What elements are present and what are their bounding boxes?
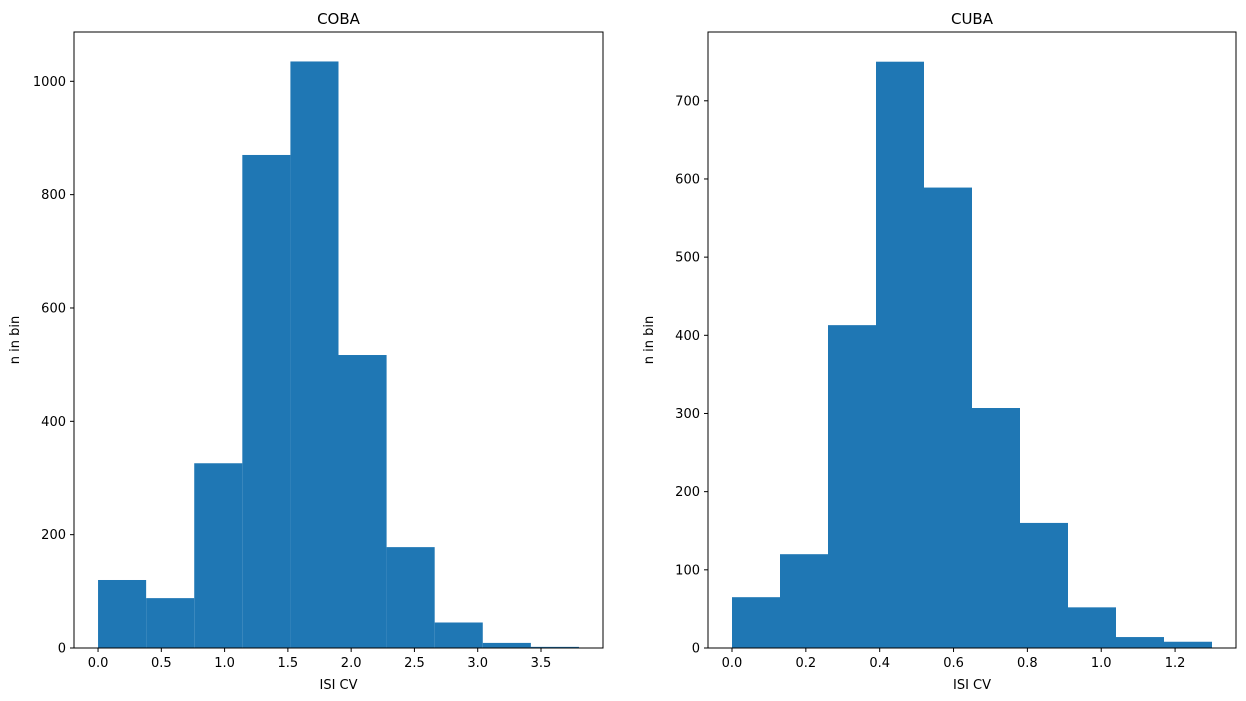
coba-x-axis-label: ISI CV [319, 678, 357, 693]
coba-y-tick-label: 400 [41, 415, 66, 430]
cuba-y-tick-label: 600 [675, 172, 700, 187]
cuba-bar [780, 554, 828, 648]
coba-bar [338, 355, 387, 648]
coba-bar [434, 622, 483, 648]
cuba-x-axis-label: ISI CV [953, 678, 991, 693]
cuba-x-ticks: 0.0 0.2 0.4 0.6 0.8 1.0 1.2 [722, 648, 1186, 671]
cuba-y-tick-label: 200 [675, 485, 700, 500]
coba-title: COBA [317, 10, 361, 28]
coba-y-ticks: 0 200 400 600 800 1000 [33, 75, 74, 657]
coba-bar [290, 61, 339, 648]
cuba-y-tick-label: 100 [675, 563, 700, 578]
coba-x-tick-label: 0.5 [151, 656, 172, 671]
cuba-bar [1020, 522, 1068, 648]
cuba-y-tick-label: 300 [675, 407, 700, 422]
coba-histogram: 0.0 0.5 1.0 1.5 2.0 2.5 3.0 3.5 0 200 400 600 800 10… [8, 10, 604, 693]
cuba-bar [1164, 641, 1212, 648]
cuba-bar [828, 325, 876, 648]
coba-x-tick-label: 2.0 [341, 656, 362, 671]
coba-bar [530, 646, 579, 648]
cuba-bar [924, 187, 972, 648]
cuba-y-tick-label: 400 [675, 329, 700, 344]
cuba-x-tick-label: 0.2 [796, 656, 817, 671]
coba-y-tick-label: 0 [58, 642, 66, 657]
cuba-y-tick-label: 500 [675, 251, 700, 266]
cuba-bars [732, 61, 1212, 649]
cuba-bar [972, 408, 1020, 648]
coba-y-tick-label: 1000 [33, 75, 66, 90]
cuba-x-tick-label: 1.0 [1091, 656, 1112, 671]
coba-bar [146, 598, 195, 648]
coba-bar [482, 642, 531, 648]
cuba-histogram: 0.0 0.2 0.4 0.6 0.8 1.0 1.2 0 100 200 300 400 500 60… [642, 10, 1237, 693]
coba-y-tick-label: 800 [41, 188, 66, 203]
cuba-bar [1068, 607, 1116, 648]
cuba-x-tick-label: 1.2 [1165, 656, 1186, 671]
coba-x-tick-label: 1.5 [278, 656, 299, 671]
cuba-y-tick-label: 700 [675, 94, 700, 109]
coba-y-tick-label: 200 [41, 528, 66, 543]
cuba-bar [1116, 637, 1164, 648]
cuba-x-tick-label: 0.8 [1017, 656, 1038, 671]
cuba-axes-frame [707, 31, 1237, 649]
coba-bar [386, 547, 435, 648]
cuba-x-tick-label: 0.4 [869, 656, 890, 671]
coba-y-tick-label: 600 [41, 301, 66, 316]
coba-x-tick-label: 3.0 [467, 656, 488, 671]
coba-bar [98, 579, 147, 648]
coba-x-tick-label: 1.0 [214, 656, 235, 671]
cuba-y-ticks: 0 100 200 300 400 500 600 700 [675, 94, 708, 657]
coba-bar [194, 463, 243, 648]
cuba-x-tick-label: 0.0 [722, 656, 743, 671]
cuba-bar [732, 597, 780, 648]
cuba-bar [876, 61, 924, 649]
coba-x-ticks: 0.0 0.5 1.0 1.5 2.0 2.5 3.0 3.5 [88, 648, 552, 671]
coba-x-tick-label: 2.5 [404, 656, 425, 671]
coba-bars [98, 61, 579, 648]
coba-x-tick-label: 0.0 [88, 656, 109, 671]
coba-x-tick-label: 3.5 [531, 656, 552, 671]
cuba-title: CUBA [951, 10, 994, 28]
cuba-x-tick-label: 0.6 [943, 656, 964, 671]
cuba-y-tick-label: 0 [692, 642, 700, 657]
coba-y-axis-label: n in bin [8, 316, 23, 364]
coba-axes-frame [73, 31, 604, 649]
cuba-y-axis-label: n in bin [642, 316, 657, 364]
coba-bar [242, 154, 291, 648]
